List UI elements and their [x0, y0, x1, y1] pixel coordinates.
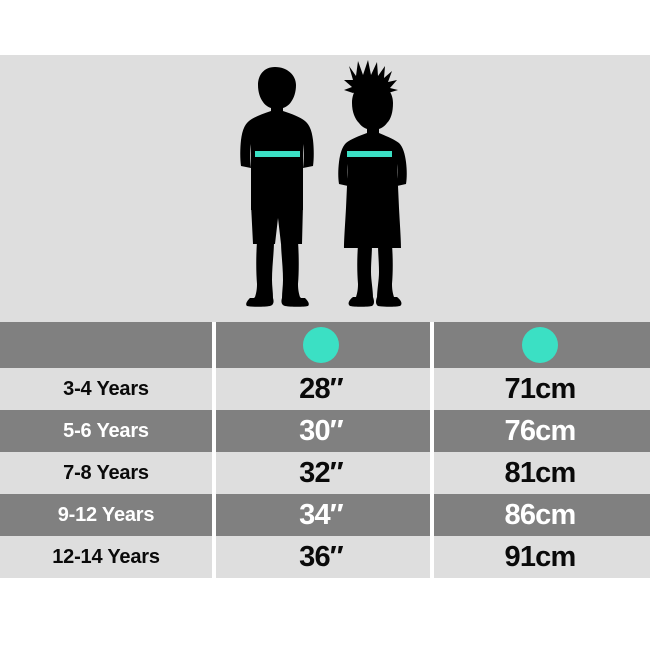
- chest-measure-dot-cm-icon: [522, 327, 558, 363]
- cell-cm: 91cm: [430, 536, 650, 578]
- header-cell-age: [0, 322, 212, 368]
- chest-measure-dot-inches-icon: [303, 327, 339, 363]
- cell-cm: 76cm: [430, 410, 650, 452]
- cell-age: 12-14 Years: [0, 536, 212, 578]
- cell-age: 3-4 Years: [0, 368, 212, 410]
- boy-chest-measure-line: [255, 151, 300, 157]
- cm-value: 91cm: [504, 540, 577, 573]
- age-label: 3-4 Years: [63, 377, 149, 400]
- table-header-row: [0, 322, 650, 368]
- cm-value: 76cm: [504, 414, 577, 447]
- cm-value: 81cm: [504, 456, 577, 489]
- inches-value: 28″: [299, 372, 344, 405]
- inches-value: 32″: [299, 456, 344, 489]
- cell-inches: 28″: [212, 368, 430, 410]
- cell-inches: 36″: [212, 536, 430, 578]
- cell-cm: 81cm: [430, 452, 650, 494]
- girl-chest-measure-line: [347, 151, 392, 157]
- size-table: 3-4 Years 28″ 71cm 5-6 Years 30″ 76cm: [0, 322, 650, 578]
- cm-value: 71cm: [504, 372, 577, 405]
- table-row: 3-4 Years 28″ 71cm: [0, 368, 650, 410]
- cell-age: 7-8 Years: [0, 452, 212, 494]
- age-label: 12-14 Years: [52, 545, 160, 568]
- table-row: 12-14 Years 36″ 91cm: [0, 536, 650, 578]
- cell-inches: 30″: [212, 410, 430, 452]
- age-label: 5-6 Years: [63, 419, 149, 442]
- table-row: 5-6 Years 30″ 76cm: [0, 410, 650, 452]
- header-cell-inches: [212, 322, 430, 368]
- inches-value: 36″: [299, 540, 344, 573]
- age-label: 9-12 Years: [57, 503, 155, 526]
- cell-age: 5-6 Years: [0, 410, 212, 452]
- cell-inches: 32″: [212, 452, 430, 494]
- girl-silhouette: [338, 60, 407, 307]
- inches-value: 34″: [299, 498, 344, 531]
- illustration-panel: [0, 55, 650, 322]
- boy-silhouette: [240, 67, 314, 307]
- inches-value: 30″: [299, 414, 344, 447]
- cell-cm: 71cm: [430, 368, 650, 410]
- cell-inches: 34″: [212, 494, 430, 536]
- table-row: 9-12 Years 34″ 86cm: [0, 494, 650, 536]
- table-row: 7-8 Years 32″ 81cm: [0, 452, 650, 494]
- cm-value: 86cm: [504, 498, 577, 531]
- child-silhouettes-svg: [240, 60, 407, 307]
- age-label: 7-8 Years: [63, 461, 149, 484]
- footer-spacer: [0, 578, 650, 650]
- cell-cm: 86cm: [430, 494, 650, 536]
- figures-group: [0, 55, 650, 322]
- header-cell-cm: [430, 322, 650, 368]
- cell-age: 9-12 Years: [0, 494, 212, 536]
